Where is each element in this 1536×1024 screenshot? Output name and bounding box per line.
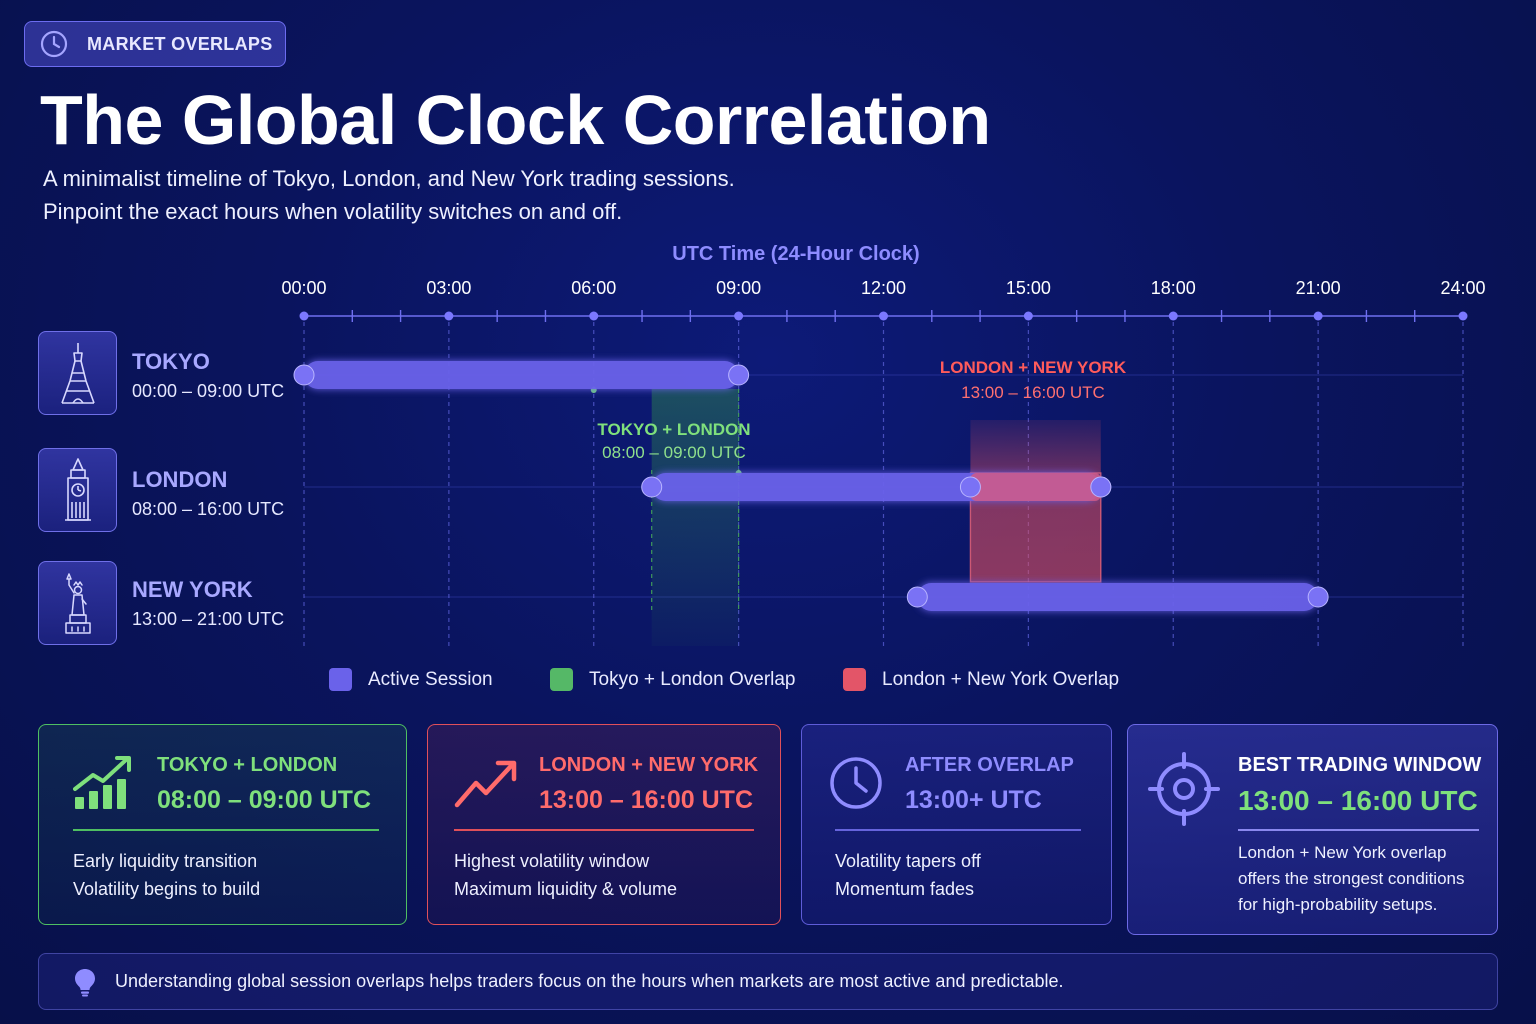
new-york-card (38, 561, 117, 645)
x-axis-title: UTC Time (24-Hour Clock) (672, 243, 919, 265)
rising-bar-chart-icon (73, 756, 131, 809)
crosshair-target-icon (1148, 752, 1220, 826)
best-trading-window-card: BEST TRADING WINDOW 13:00 – 16:00 UTC Lo… (1127, 724, 1498, 935)
x-tick-label: 00:00 (281, 278, 326, 298)
session-bar-end-handle (728, 364, 750, 386)
legend-label: London + New York Overlap (882, 668, 1120, 690)
london-new-york-card: LONDON + NEW YORK 13:00 – 16:00 UTC High… (427, 724, 781, 925)
section-badge: MARKET OVERLAPS (24, 21, 286, 67)
card-desc-line: Volatility tapers off (835, 851, 981, 871)
x-tick-label: 06:00 (571, 278, 616, 298)
overlap-range-label: 08:00 – 09:00 UTC (602, 443, 746, 462)
card-time: 08:00 – 09:00 UTC (157, 786, 372, 814)
badge-label: MARKET OVERLAPS (87, 33, 273, 54)
overlap-label: TOKYO + LONDON (597, 420, 750, 439)
page-title: The Global Clock Correlation (40, 81, 991, 159)
footer-text: Understanding global session overlaps he… (115, 971, 1064, 991)
big-ben-icon (64, 458, 91, 521)
london-session-name: LONDON (132, 467, 228, 492)
card-time: 13:00+ UTC (905, 786, 1042, 814)
london-card (38, 448, 117, 532)
subtitle-line-2: Pinpoint the exact hours when volatility… (43, 199, 623, 224)
clock-icon (40, 30, 68, 58)
x-axis-major-tick (1168, 311, 1178, 321)
legend-label: Tokyo + London Overlap (589, 668, 796, 690)
x-axis-major-tick (589, 311, 599, 321)
x-tick-label: 24:00 (1440, 278, 1485, 298)
x-axis-major-tick (1313, 311, 1323, 321)
x-axis-major-tick (444, 311, 454, 321)
card-divider (73, 829, 379, 831)
x-axis-major-tick (299, 311, 309, 321)
overlap-end-handle (1090, 476, 1112, 498)
card-divider (454, 829, 754, 831)
card-label: TOKYO + LONDON (157, 754, 338, 776)
legend-swatch-active (329, 668, 352, 691)
x-axis-major-tick (1458, 311, 1468, 321)
card-desc-line: Highest volatility window (454, 851, 650, 871)
card-desc-line: Early liquidity transition (73, 851, 258, 871)
x-tick-label: 12:00 (861, 278, 906, 298)
footer-note: Understanding global session overlaps he… (38, 953, 1498, 1010)
tokyo-session-hours: 00:00 – 09:00 UTC (132, 381, 285, 401)
card-time: 13:00 – 16:00 UTC (1238, 785, 1478, 816)
x-tick-label: 09:00 (716, 278, 761, 298)
legend-swatch-red (843, 668, 866, 691)
legend-label: Active Session (368, 668, 493, 690)
card-label: LONDON + NEW YORK (539, 754, 759, 776)
session-bar-tokyo (304, 361, 739, 389)
legend-item-tokyo-london: Tokyo + London Overlap (550, 668, 796, 691)
session-bar-end-handle (1307, 586, 1329, 608)
subtitle-line-1: A minimalist timeline of Tokyo, London, … (43, 166, 735, 191)
card-desc-line: London + New York overlap (1238, 843, 1447, 862)
card-desc-line: for high-probability setups. (1238, 895, 1438, 914)
tokyo-london-overlap-zone (651, 389, 739, 646)
session-bar-start-handle (293, 364, 315, 386)
after-overlap-card: AFTER OVERLAP 13:00+ UTC Volatility tape… (801, 724, 1112, 925)
card-desc-line: Maximum liquidity & volume (454, 879, 678, 899)
card-description: Highest volatility window Maximum liquid… (454, 847, 677, 903)
overlap-start-handle (959, 476, 981, 498)
lightbulb-icon (75, 968, 95, 996)
statue-of-liberty-icon (64, 573, 91, 634)
x-axis-major-tick (1023, 311, 1033, 321)
tokyo-session-name: TOKYO (132, 349, 210, 374)
x-tick-label: 21:00 (1296, 278, 1341, 298)
card-description: London + New York overlap offers the str… (1238, 840, 1465, 918)
page-subtitle: A minimalist timeline of Tokyo, London, … (43, 162, 735, 228)
overlap-label: LONDON + NEW YORK (940, 358, 1127, 377)
card-description: Volatility tapers off Momentum fades (835, 847, 981, 903)
tokyo-london-card: TOKYO + LONDON 08:00 – 09:00 UTC Early l… (38, 724, 407, 925)
trend-up-arrow-icon (454, 760, 517, 808)
session-bar-start-handle (641, 476, 663, 498)
card-desc-line: Momentum fades (835, 879, 975, 899)
x-axis-major-tick (879, 311, 888, 321)
x-tick-label: 03:00 (426, 278, 471, 298)
legend-item-london-new-york: London + New York Overlap (843, 668, 1119, 691)
new-york-session-name: NEW YORK (132, 577, 253, 602)
card-label: BEST TRADING WINDOW (1238, 754, 1482, 776)
clock-icon (830, 757, 882, 809)
x-tick-label: 18:00 (1151, 278, 1196, 298)
card-description: Early liquidity transition Volatility be… (73, 847, 260, 903)
tokyo-card (38, 331, 117, 415)
session-timeline-chart: UTC Time (24-Hour Clock) 00:00 03:00 06:00… (281, 243, 1485, 646)
new-york-session-hours: 13:00 – 21:00 UTC (132, 609, 285, 629)
session-bar-new-york (917, 583, 1319, 611)
card-desc-line: Volatility begins to build (73, 879, 261, 899)
card-desc-line: offers the strongest conditions (1238, 869, 1465, 888)
overlap-range-label: 13:00 – 16:00 UTC (961, 383, 1105, 402)
tokyo-tower-icon (60, 343, 95, 404)
x-tick-label: 15:00 (1006, 278, 1051, 298)
card-divider (835, 829, 1081, 831)
london-bar-overlap-segment (970, 473, 1101, 501)
legend-swatch-green (550, 668, 573, 691)
london-session-hours: 08:00 – 16:00 UTC (132, 499, 285, 519)
card-divider (1238, 829, 1479, 831)
legend-item-active-session: Active Session (329, 668, 493, 691)
session-bar-start-handle (906, 586, 928, 608)
x-axis-major-tick (734, 311, 744, 321)
card-label: AFTER OVERLAP (905, 754, 1074, 776)
card-time: 13:00 – 16:00 UTC (539, 786, 754, 814)
